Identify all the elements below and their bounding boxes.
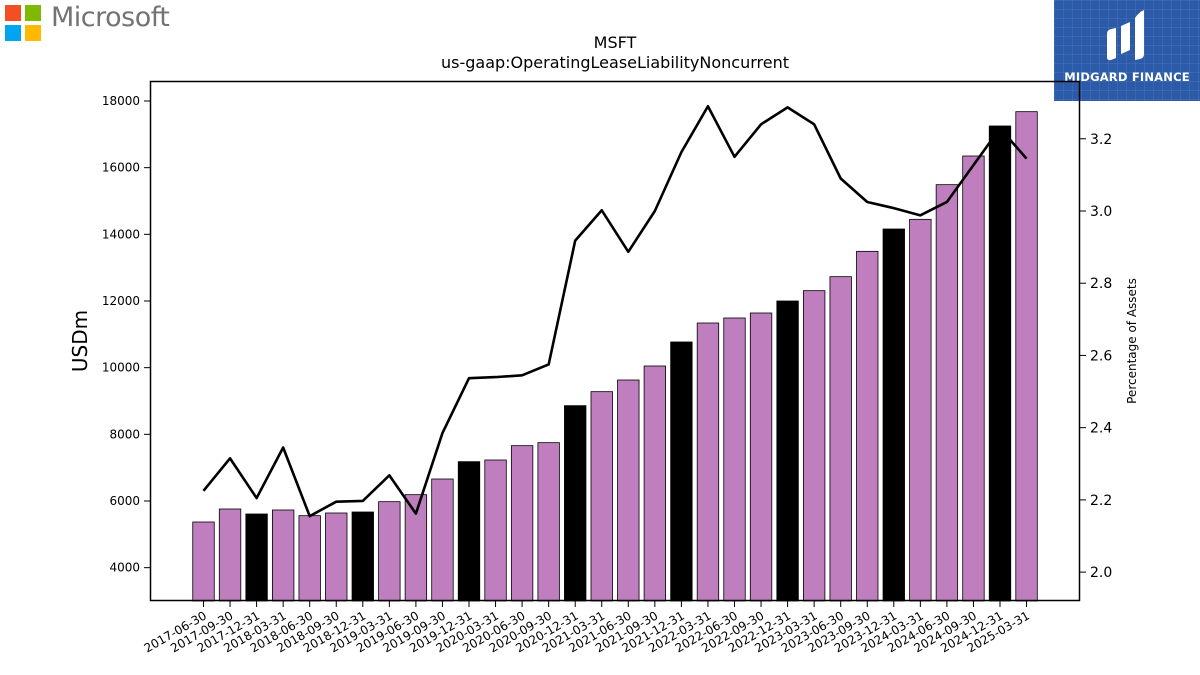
y2-tick-label: 2.6 xyxy=(1090,348,1112,364)
bar-2017-06-30 xyxy=(192,521,215,602)
bar-2024-12-31 xyxy=(988,125,1012,602)
bar-2023-12-31 xyxy=(882,228,905,602)
y2-tick-label: 2.8 xyxy=(1090,276,1112,292)
midgard-mark-icon xyxy=(1107,10,1144,61)
bar-2018-03-31 xyxy=(271,509,295,602)
ms-logo-blue-square xyxy=(5,25,21,41)
y-tick-label: 14000 xyxy=(102,227,140,241)
publisher-name: MIDGARD FINANCE xyxy=(1064,70,1190,84)
bar-2022-03-31 xyxy=(696,322,720,602)
company-name: Microsoft xyxy=(51,2,170,33)
percentage-of-assets-line xyxy=(202,104,1028,518)
bar-2019-03-31 xyxy=(378,501,401,602)
bar-2024-03-31 xyxy=(909,218,932,602)
bar-2017-12-31 xyxy=(245,513,268,602)
plot-frame xyxy=(149,80,1081,602)
line-series xyxy=(202,104,1028,518)
bar-2018-12-31 xyxy=(351,511,374,602)
bar-2021-12-31 xyxy=(670,341,693,602)
bar-2017-09-30 xyxy=(218,508,242,602)
x-axis: 2017-06-302017-09-302017-12-312018-03-31… xyxy=(142,601,1032,655)
y2-tick-label: 2.4 xyxy=(1090,421,1112,437)
bar-2023-09-30 xyxy=(856,250,879,602)
bar-2022-09-30 xyxy=(749,312,773,602)
bar-2023-06-30 xyxy=(829,276,852,602)
chart-subtitle: us-gaap:OperatingLeaseLiabilityNoncurren… xyxy=(441,53,789,72)
bar-2024-06-30 xyxy=(935,184,959,602)
bar-2020-09-30 xyxy=(537,442,560,602)
bar-series xyxy=(192,111,1038,602)
publisher-logo: MIDGARD FINANCE xyxy=(1054,0,1200,101)
bar-2020-12-31 xyxy=(564,405,587,602)
y-axis-label: USDm xyxy=(68,310,92,372)
bar-2021-09-30 xyxy=(643,365,666,602)
bar-2021-06-30 xyxy=(617,379,640,602)
y-tick-label: 10000 xyxy=(102,361,140,375)
y2-tick-label: 3.0 xyxy=(1090,204,1112,220)
ms-logo-red-square xyxy=(5,5,21,21)
chart-title: MSFT xyxy=(594,33,637,52)
bar-2018-06-30 xyxy=(298,515,321,602)
y2-tick-label: 3.2 xyxy=(1090,132,1112,148)
bar-2018-09-30 xyxy=(325,512,348,602)
bar-2023-03-31 xyxy=(803,290,826,602)
microsoft-logo: Microsoft xyxy=(5,2,185,41)
y-axis-left: 4000 6000 8000 10000 12000 14000 16000 18000 xyxy=(102,94,150,575)
bar-2020-03-31 xyxy=(484,459,507,602)
y2-tick-label: 2.2 xyxy=(1090,493,1112,509)
y-axis-right: 2.0 2.2 2.4 2.6 2.8 3.0 3.2 xyxy=(1080,132,1112,581)
bar-2020-06-30 xyxy=(510,445,534,602)
y2-tick-label: 2.0 xyxy=(1090,565,1112,581)
y-tick-label: 18000 xyxy=(102,94,140,108)
bar-2025-03-31 xyxy=(1015,111,1038,602)
y2-axis-label: Percentage of Assets xyxy=(1125,278,1139,404)
bar-2019-12-31 xyxy=(457,461,481,602)
y-tick-label: 6000 xyxy=(109,494,140,508)
y-tick-label: 16000 xyxy=(102,161,140,175)
bar-2021-03-31 xyxy=(590,391,613,602)
ms-logo-green-square xyxy=(25,5,41,21)
bar-2022-06-30 xyxy=(723,317,746,602)
bar-2019-09-30 xyxy=(431,478,454,602)
ms-logo-yellow-square xyxy=(25,25,41,41)
y-tick-label: 12000 xyxy=(102,294,140,308)
y-tick-label: 4000 xyxy=(109,561,140,575)
y-tick-label: 8000 xyxy=(109,427,140,441)
bar-2024-09-30 xyxy=(962,155,985,602)
bar-2022-12-31 xyxy=(776,300,799,602)
